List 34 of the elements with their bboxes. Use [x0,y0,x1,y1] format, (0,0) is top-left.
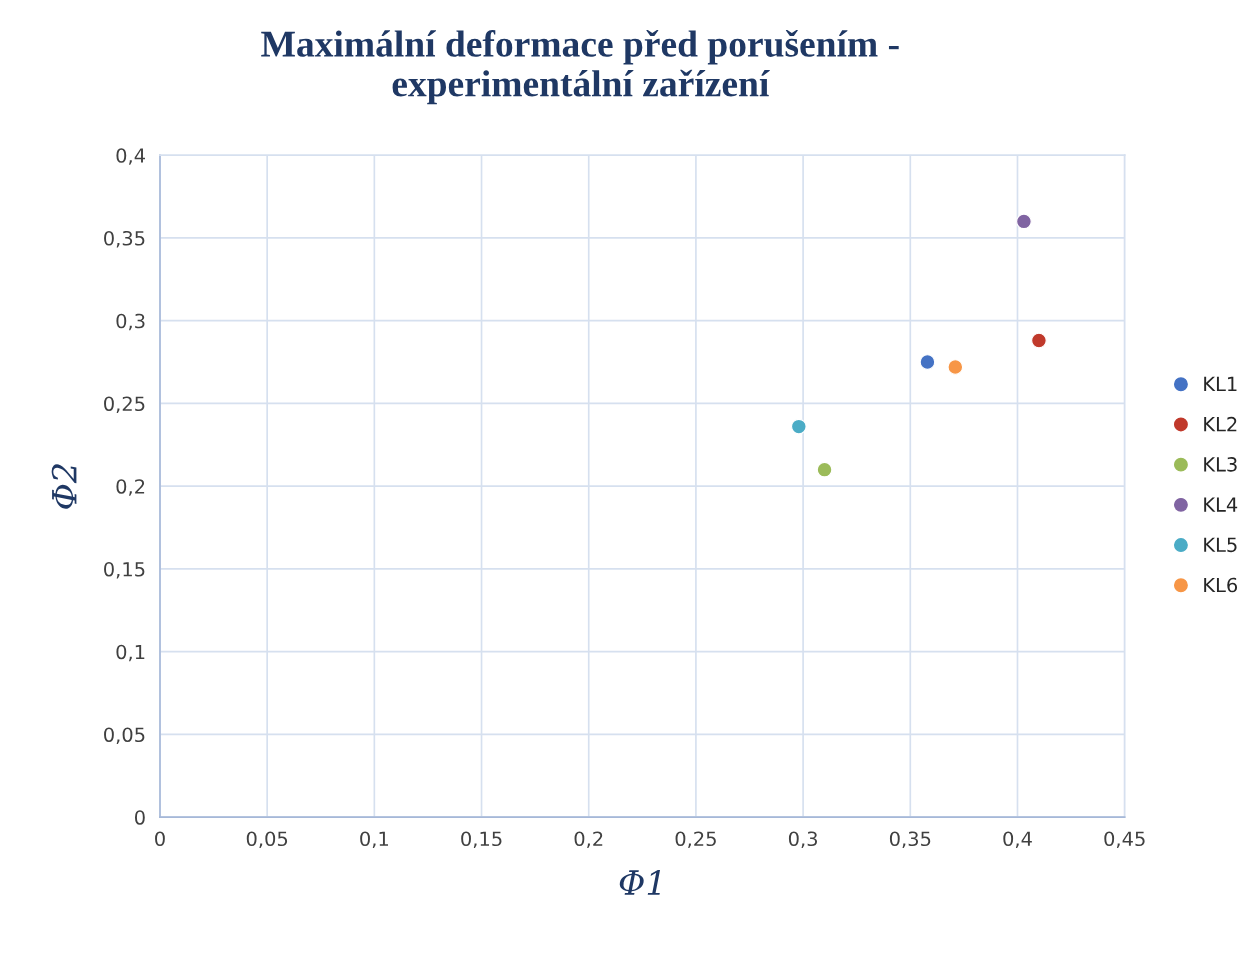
x-tick-label: 0,05 [246,831,288,849]
legend-label: KL5 [1204,537,1237,553]
y-tick-label: 0,15 [104,561,145,579]
x-tick-label: 0 [155,831,165,847]
y-tick-label: 0 [134,810,145,825]
point [919,354,936,370]
y-axis-title: Φ2 [51,464,77,509]
y-tick-label: 0,05 [104,727,145,745]
x-tick-label: 0,45 [1104,831,1145,849]
y-tick-label: 0,1 [116,644,145,662]
legend-label: KL3 [1204,457,1237,472]
x-axis-title: Φ1 [619,869,661,895]
legend-label: KL1 [1204,376,1237,392]
y-tick-label: 0,35 [104,230,145,248]
x-tick-label: 0,4 [1003,831,1032,849]
point [816,461,833,478]
x-tick-label: 0,3 [788,831,818,849]
y-tick-label: 0,3 [116,313,145,331]
x-tick-label: 0,35 [889,831,931,849]
x-tick-label: 0,1 [360,831,389,849]
legend-label: KL4 [1204,497,1238,512]
point [1031,332,1047,349]
x-tick-label: 0,25 [675,831,716,849]
y-tick-label: 0,4 [116,148,145,165]
y-tick-label: 0,2 [116,479,145,496]
x-tick-label: 0,15 [461,831,502,849]
point [947,359,964,375]
chart-title: Maximální deformace před porušením - experimentální zařízení [261,29,899,105]
point [790,418,807,435]
x-tick-label: 0,2 [574,831,603,849]
legend-label: KL2 [1204,416,1237,432]
y-tick-label: 0,25 [104,396,145,414]
point [1016,213,1032,230]
legend-label: KL6 [1204,577,1238,593]
